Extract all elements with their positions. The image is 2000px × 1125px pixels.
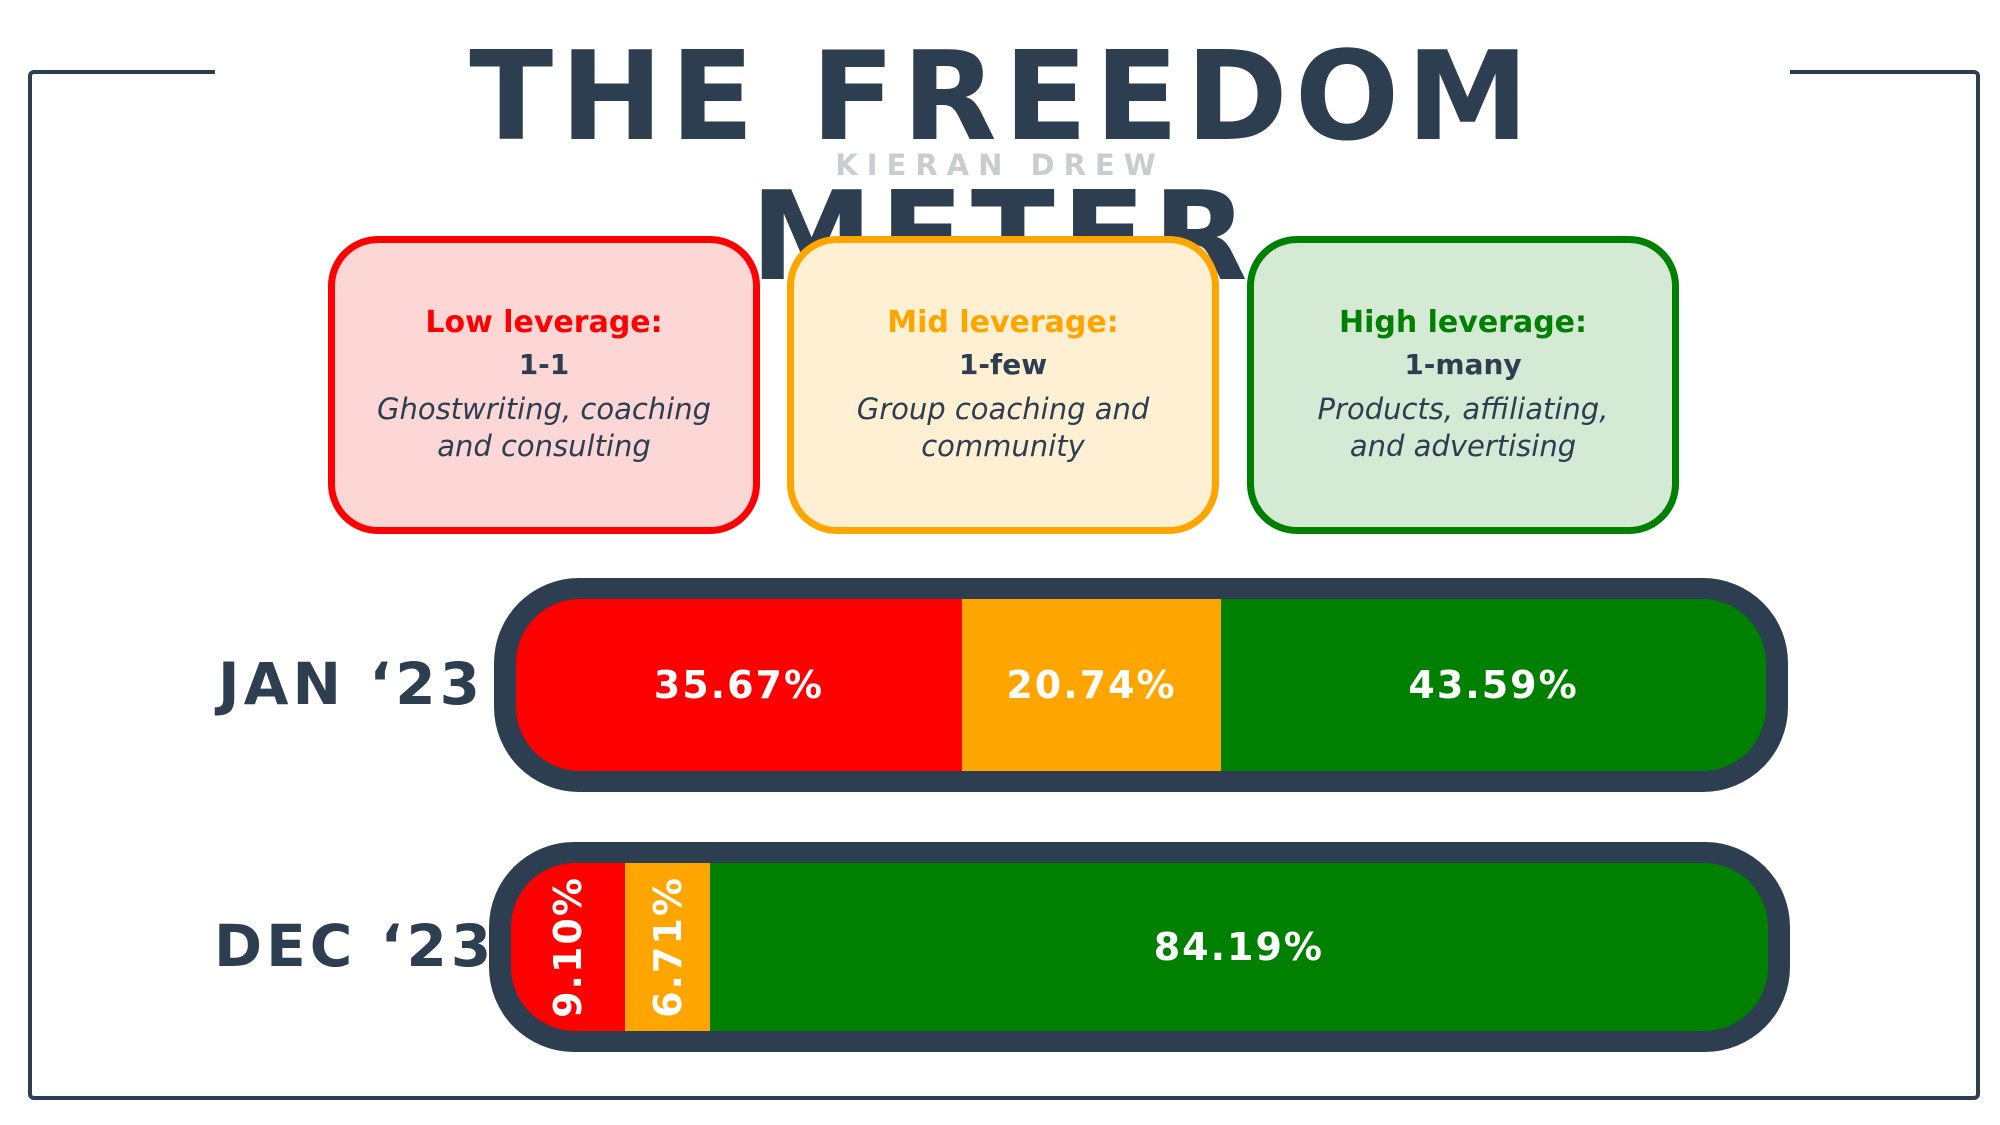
data-label: 9.10%: [546, 876, 591, 1018]
legend-card-low: Low leverage: 1-1 Ghostwriting, coaching a…: [328, 236, 760, 534]
legend-card-mid: Mid leverage: 1-few Group coaching and com…: [787, 236, 1219, 534]
stacked-bar: 35.67% 20.74% 43.59%: [494, 578, 1788, 792]
bar-segment-high: 43.59%: [1221, 599, 1766, 771]
bar-segment-mid: 20.74%: [961, 599, 1222, 771]
legend-ratio: 1-few: [958, 348, 1048, 381]
legend-title: Mid leverage:: [887, 305, 1119, 340]
data-label: 6.71%: [645, 876, 690, 1018]
bar-segment-low: 35.67%: [516, 599, 962, 771]
bar-segment-mid: 6.71%: [625, 863, 710, 1031]
bar-segment-high: 84.19%: [709, 863, 1768, 1031]
legend-ratio: 1-1: [518, 348, 570, 381]
legend-description: Group coaching and community: [856, 392, 1150, 463]
row-label: JAN ‘23: [218, 650, 484, 718]
data-label: 84.19%: [1153, 925, 1324, 969]
legend-description: Products, affiliating, and advertising: [1317, 392, 1609, 463]
data-label: 35.67%: [653, 663, 825, 707]
data-label: 43.59%: [1408, 663, 1579, 707]
legend-title: High leverage:: [1338, 305, 1588, 340]
legend-title: Low leverage:: [425, 305, 663, 340]
legend-ratio: 1-many: [1404, 348, 1522, 381]
data-label: 20.74%: [1006, 663, 1177, 707]
author-subtitle: KIERAN DREW: [835, 148, 1165, 182]
legend-card-high: High leverage: 1-many Products, affiliatin…: [1247, 236, 1679, 534]
stacked-bar-track: 35.67% 20.74% 43.59%: [516, 599, 1766, 771]
row-label: DEC ‘23: [214, 912, 496, 980]
legend-description: Ghostwriting, coaching and consulting: [376, 392, 712, 463]
stacked-bar: 9.10% 6.71% 84.19%: [489, 842, 1790, 1052]
stacked-bar-track: 9.10% 6.71% 84.19%: [511, 863, 1768, 1031]
title-area: THE FREEDOM METER: [215, 20, 1790, 308]
bar-segment-low: 9.10%: [511, 863, 626, 1031]
